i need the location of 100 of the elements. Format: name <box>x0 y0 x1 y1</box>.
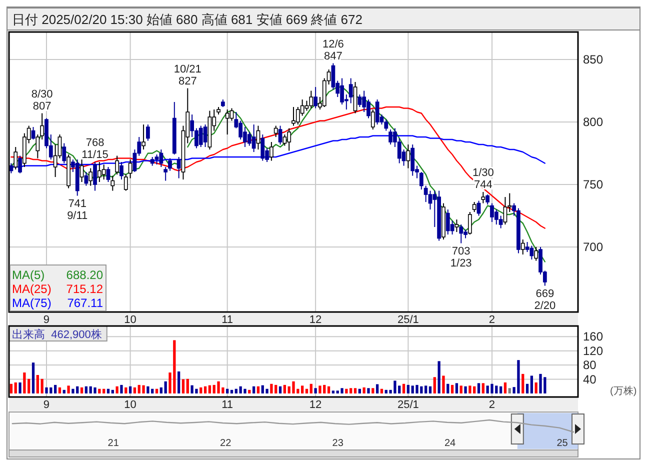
bar <box>164 381 167 394</box>
candlestick <box>270 142 274 162</box>
candlestick <box>525 242 530 252</box>
annotation: 688.20 <box>66 268 104 282</box>
annotation: 10/21 827 <box>174 63 202 88</box>
candlestick <box>62 142 66 164</box>
bar <box>94 387 96 394</box>
x-tick-label: 25 <box>556 438 568 449</box>
candlestick <box>247 132 252 146</box>
x-tick-label: 2 <box>488 314 496 326</box>
bar <box>477 383 480 394</box>
candlestick <box>384 119 388 132</box>
bar <box>186 378 189 394</box>
bar <box>124 387 128 394</box>
bar <box>482 383 484 394</box>
candlestick <box>410 144 415 176</box>
candlestick <box>472 202 476 212</box>
bar <box>182 379 185 394</box>
x-tick-label: 22 <box>220 438 232 449</box>
bar <box>499 386 502 394</box>
y-tick-label: 850 <box>583 52 604 66</box>
candlestick <box>40 112 44 140</box>
bar <box>345 388 348 394</box>
bar <box>292 381 295 394</box>
bar <box>32 362 35 394</box>
candlestick <box>278 125 282 145</box>
bar <box>305 388 308 394</box>
candlestick <box>260 134 265 162</box>
candlestick <box>534 246 538 262</box>
bar <box>111 390 114 394</box>
bar <box>252 386 256 394</box>
bar <box>433 377 436 394</box>
bar <box>106 388 110 394</box>
x-tick-label: 21 <box>108 438 120 449</box>
bar <box>508 388 511 394</box>
candlestick <box>370 109 375 130</box>
bar <box>177 371 180 394</box>
bar <box>10 384 13 394</box>
bar <box>468 386 472 394</box>
y-axis-title: (万株) <box>610 385 637 397</box>
candlestick <box>164 166 168 182</box>
bar <box>534 382 538 394</box>
x-tick-label: 23 <box>332 438 344 449</box>
bar <box>217 381 220 394</box>
bar <box>146 386 150 394</box>
bar <box>204 386 207 394</box>
y-tick-label: 40 <box>583 372 597 386</box>
candlestick <box>102 164 106 180</box>
x-tick-label: 10 <box>124 399 136 411</box>
bar <box>314 388 317 394</box>
bar <box>526 384 529 394</box>
candlestick <box>468 212 472 235</box>
x-tick-label: 10 <box>124 314 136 326</box>
bar <box>283 384 286 394</box>
bar <box>362 387 366 394</box>
candlestick <box>146 124 150 142</box>
candlestick <box>252 124 256 152</box>
bar <box>522 374 524 394</box>
candlestick <box>142 124 146 150</box>
bar <box>160 387 162 394</box>
bar <box>327 386 330 394</box>
y-tick-label: 800 <box>583 115 604 129</box>
annotation: 741 9/11 <box>67 198 88 222</box>
candlestick <box>274 125 278 138</box>
bar <box>248 390 251 394</box>
candlestick <box>88 168 93 186</box>
bar <box>367 388 370 394</box>
candlestick <box>110 175 115 192</box>
bar <box>428 386 432 394</box>
candlestick <box>331 62 336 90</box>
bar <box>278 386 282 394</box>
bar <box>490 384 494 394</box>
x-tick-label: 9 <box>43 314 50 326</box>
candlestick <box>84 172 88 186</box>
candlestick <box>428 190 432 210</box>
candlestick <box>124 174 128 192</box>
x-tick-label: 11 <box>222 314 234 326</box>
bar <box>54 384 57 394</box>
bar <box>40 378 44 394</box>
y-tick-label: 750 <box>583 178 604 192</box>
bar <box>80 387 84 394</box>
bar <box>376 384 379 394</box>
candlestick <box>520 239 525 255</box>
bar <box>372 388 374 394</box>
bar <box>128 386 132 394</box>
bar <box>36 374 39 394</box>
y-tick-label: 160 <box>583 330 604 344</box>
annotation: 669 2/20 <box>534 288 556 312</box>
bar <box>62 390 66 394</box>
bar <box>301 386 304 394</box>
annotation: 12/6 847 <box>322 38 344 62</box>
bar <box>539 374 542 394</box>
bar <box>18 382 22 394</box>
annotation: 715.12 <box>66 282 104 296</box>
bar <box>446 384 450 394</box>
bar <box>133 387 136 394</box>
candlestick <box>481 192 486 204</box>
bar <box>310 384 312 394</box>
bar <box>402 384 406 394</box>
candlestick <box>282 134 287 146</box>
